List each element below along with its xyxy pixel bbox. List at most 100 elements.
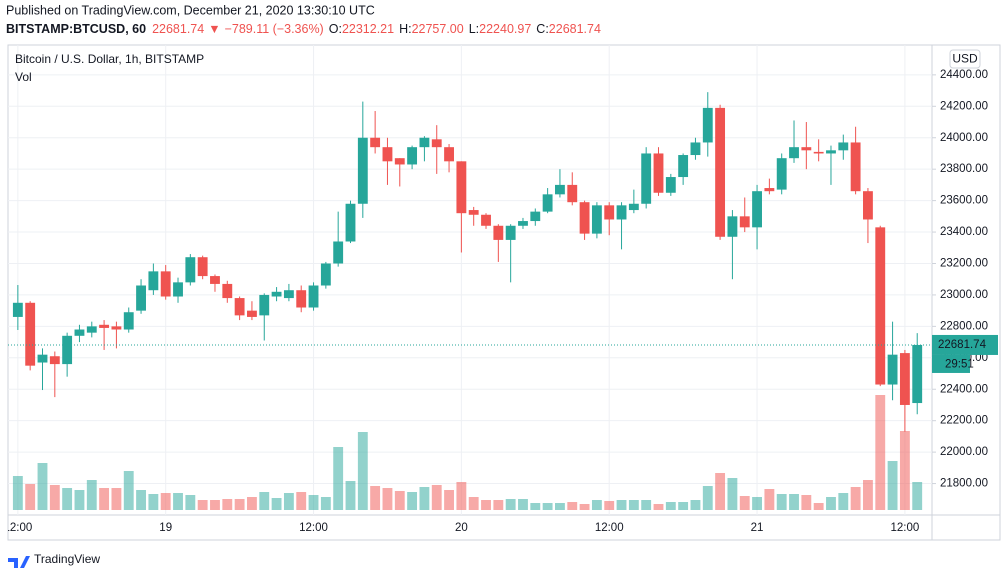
y-tick-label: 22200.00: [940, 415, 988, 427]
volume-bar: [407, 492, 418, 510]
x-tick-label: 19: [159, 522, 172, 534]
candle-body: [62, 335, 73, 365]
candle-body: [530, 211, 541, 222]
candle-body: [456, 161, 467, 214]
candle-body: [259, 294, 270, 316]
candle-body: [308, 285, 319, 308]
candle-body: [136, 285, 146, 311]
candle-body: [505, 225, 516, 240]
candle-body: [394, 158, 405, 165]
candle-body: [542, 194, 553, 212]
candle-body: [382, 147, 393, 162]
candle-body: [370, 137, 381, 148]
candle-body: [789, 147, 799, 159]
candle-body: [776, 158, 787, 190]
volume-bar: [25, 484, 36, 510]
volume-bar: [370, 486, 381, 510]
volume-bar: [887, 461, 898, 510]
candle-body: [25, 302, 36, 366]
volume-bar: [210, 500, 220, 510]
volume-bar: [850, 487, 861, 510]
volume-bar: [37, 463, 48, 510]
candle-body: [86, 326, 97, 333]
volume-bar: [579, 504, 590, 510]
candle-body: [727, 216, 738, 237]
volume-bar: [665, 502, 676, 510]
volume-bar: [111, 488, 122, 510]
volume-bar: [357, 432, 368, 510]
volume-bar: [308, 495, 319, 510]
volume-bar: [247, 497, 257, 510]
ohlc-label: C:: [536, 22, 549, 36]
candle-body: [628, 203, 639, 211]
candle-body: [764, 188, 775, 192]
volume-bar: [863, 480, 873, 510]
candle-body: [752, 191, 762, 228]
candle-body: [234, 298, 245, 316]
countdown-tag: [932, 354, 970, 373]
volume-bar: [271, 498, 282, 510]
volume-bar: [616, 500, 627, 510]
candle-body: [185, 257, 196, 283]
candle-body: [690, 142, 701, 156]
volume-bar: [678, 502, 689, 510]
candle-body: [197, 257, 208, 277]
volume-bar: [49, 485, 60, 510]
candle-layer: [8, 92, 932, 432]
candle-body: [419, 137, 430, 148]
chart-title: Bitcoin / U.S. Dollar, 1h, BITSTAMP: [15, 52, 204, 66]
volume-label: Vol: [15, 70, 32, 84]
candle-body: [518, 221, 528, 226]
volume-bar: [875, 395, 886, 510]
candle-body: [702, 107, 713, 143]
candle-body: [493, 225, 504, 240]
volume-bar: [752, 497, 762, 510]
candle-body: [887, 354, 898, 385]
candle-body: [875, 227, 886, 385]
candle-body: [345, 203, 356, 242]
volume-bar: [641, 500, 652, 510]
candle-body: [653, 153, 664, 193]
candle-body: [604, 205, 615, 220]
volume-bar: [801, 495, 812, 510]
candle-body: [739, 216, 750, 228]
y-tick-label: 24200.00: [940, 100, 988, 112]
published-note: Published on TradingView.com, December 2…: [6, 3, 375, 17]
x-tick-label: 12:00: [299, 522, 328, 534]
candle-body: [641, 153, 652, 204]
volume-bar: [653, 504, 664, 510]
volume-bar: [333, 447, 344, 510]
volume-bar: [776, 494, 787, 510]
volume-bar: [320, 497, 331, 510]
candle-body: [912, 344, 923, 404]
volume-bar: [690, 500, 701, 510]
symbol-header: BITSTAMP:BTCUSD, 60 22681.74 ▼ −789.11 (−3.…: [6, 22, 601, 36]
y-tick-label: 23800.00: [940, 163, 988, 175]
volume-bar: [468, 497, 479, 510]
volume-bar: [74, 490, 85, 510]
volume-bar: [567, 502, 578, 510]
volume-bar: [838, 493, 849, 510]
volume-bar: [185, 495, 196, 510]
volume-bar: [148, 494, 159, 510]
volume-bar: [394, 491, 405, 510]
volume-bar: [431, 485, 442, 510]
volume-bar: [283, 493, 294, 510]
candle-body: [850, 142, 861, 192]
x-tick-label: 12:00: [595, 522, 624, 534]
currency-box[interactable]: [949, 49, 981, 69]
header-price: 22681.74: [152, 22, 204, 36]
volume-bar: [12, 476, 23, 510]
volume-bar: [62, 488, 73, 510]
candle-body: [37, 354, 48, 363]
header-change: −789.11 (−3.36%): [225, 22, 324, 36]
ohlc-label: O:: [329, 22, 342, 36]
volume-bar: [591, 500, 602, 510]
candle-body: [111, 326, 122, 330]
x-tick-label: 20: [455, 522, 468, 534]
candle-body: [468, 210, 479, 215]
volume-bar: [505, 499, 516, 510]
candle-body: [210, 276, 220, 284]
volume-bar: [727, 478, 738, 510]
footer-brand: TradingView: [34, 552, 100, 566]
